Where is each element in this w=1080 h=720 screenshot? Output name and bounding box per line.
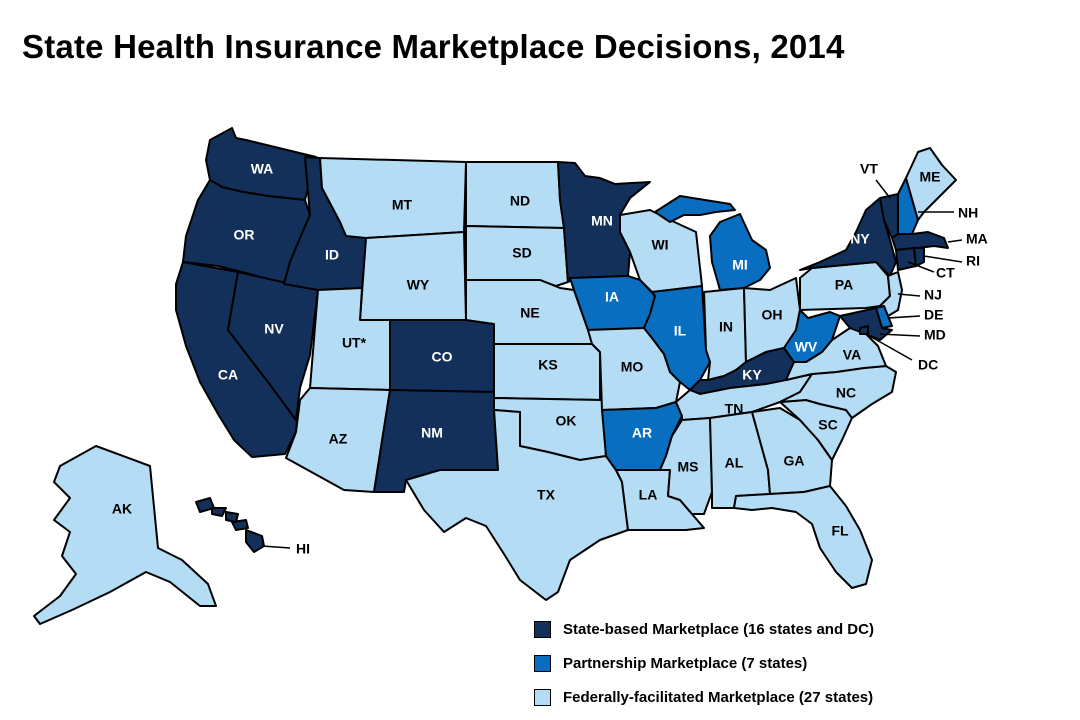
state-nj (879, 271, 903, 317)
legend: State-based Marketplace (16 states and D… (534, 618, 874, 720)
state-hi (195, 497, 265, 553)
state-label-ny: NY (850, 231, 870, 247)
state-label-mo: MO (621, 359, 644, 375)
state-label-ct: CT (936, 265, 955, 281)
state-label-nc: NC (836, 385, 856, 401)
legend-item-state-based: State-based Marketplace (16 states and D… (534, 618, 874, 640)
state-label-id: ID (325, 247, 339, 263)
state-label-wy: WY (407, 277, 430, 293)
state-ct (895, 247, 917, 271)
leader-line-de (887, 315, 921, 319)
state-label-az: AZ (329, 431, 348, 447)
legend-swatch-partnership (534, 654, 551, 672)
state-label-de: DE (924, 307, 943, 323)
legend-label-federal: Federally-facilitated Marketplace (27 st… (563, 688, 874, 706)
state-label-sd: SD (512, 245, 531, 261)
state-label-ne: NE (520, 305, 539, 321)
state-label-oh: OH (762, 307, 783, 323)
state-label-al: AL (725, 455, 744, 471)
state-label-nh: NH (958, 205, 978, 221)
state-label-la: LA (639, 487, 658, 503)
state-tx (405, 409, 629, 601)
state-label-me: ME (920, 169, 941, 185)
state-label-wv: WV (795, 339, 818, 355)
state-mi (654, 195, 771, 291)
state-label-nm: NM (421, 425, 443, 441)
leader-line-md (879, 333, 921, 337)
state-label-ms: MS (678, 459, 699, 475)
state-label-wa: WA (251, 161, 274, 177)
leader-line-dc (865, 333, 913, 361)
state-label-tn: TN (725, 401, 744, 417)
state-label-pa: PA (835, 277, 853, 293)
state-label-ma: MA (966, 231, 988, 247)
state-label-vt: VT (860, 161, 878, 177)
state-label-ri: RI (966, 253, 980, 269)
state-label-tx: TX (537, 487, 556, 503)
state-dc (859, 325, 869, 335)
state-label-wi: WI (651, 237, 668, 253)
state-label-in: IN (719, 319, 733, 335)
state-label-ar: AR (632, 425, 652, 441)
state-label-sc: SC (818, 417, 837, 433)
state-label-hi: HI (296, 541, 310, 557)
state-label-ut: UT* (342, 335, 367, 351)
legend-swatch-state-based (534, 620, 551, 638)
leader-line-ma (947, 239, 963, 243)
state-label-ia: IA (605, 289, 619, 305)
leader-line-ct (907, 261, 935, 273)
legend-item-federal: Federally-facilitated Marketplace (27 st… (534, 686, 874, 708)
leader-line-hi (261, 545, 291, 549)
leader-line-ri (923, 255, 963, 263)
state-label-md: MD (924, 327, 946, 343)
legend-item-partnership: Partnership Marketplace (7 states) (534, 652, 874, 674)
state-label-fl: FL (831, 523, 849, 539)
state-label-ak: AK (112, 501, 132, 517)
state-ri (913, 247, 925, 267)
state-ak (33, 445, 217, 625)
state-label-ca: CA (218, 367, 238, 383)
state-label-mt: MT (392, 197, 413, 213)
state-label-il: IL (674, 323, 687, 339)
state-label-dc: DC (918, 357, 938, 373)
state-label-mi: MI (732, 257, 748, 273)
state-label-ok: OK (556, 413, 577, 429)
state-ga (751, 407, 833, 495)
state-label-ks: KS (538, 357, 557, 373)
legend-label-partnership: Partnership Marketplace (7 states) (563, 654, 808, 672)
state-label-co: CO (432, 349, 453, 365)
leader-line-vt (875, 179, 891, 199)
legend-label-state-based: State-based Marketplace (16 states and D… (563, 620, 874, 638)
state-nh (897, 177, 919, 235)
state-label-nv: NV (264, 321, 284, 337)
state-label-mn: MN (591, 213, 613, 229)
legend-swatch-federal (534, 688, 551, 706)
map-title: State Health Insurance Marketplace Decis… (22, 28, 845, 65)
state-label-va: VA (843, 347, 861, 363)
leader-line-nj (897, 293, 921, 297)
state-label-nj: NJ (924, 287, 942, 303)
state-label-nd: ND (510, 193, 530, 209)
state-label-ky: KY (742, 367, 762, 383)
state-label-or: OR (234, 227, 255, 243)
state-me (905, 147, 957, 221)
state-label-ga: GA (784, 453, 805, 469)
state-fl (733, 485, 873, 589)
